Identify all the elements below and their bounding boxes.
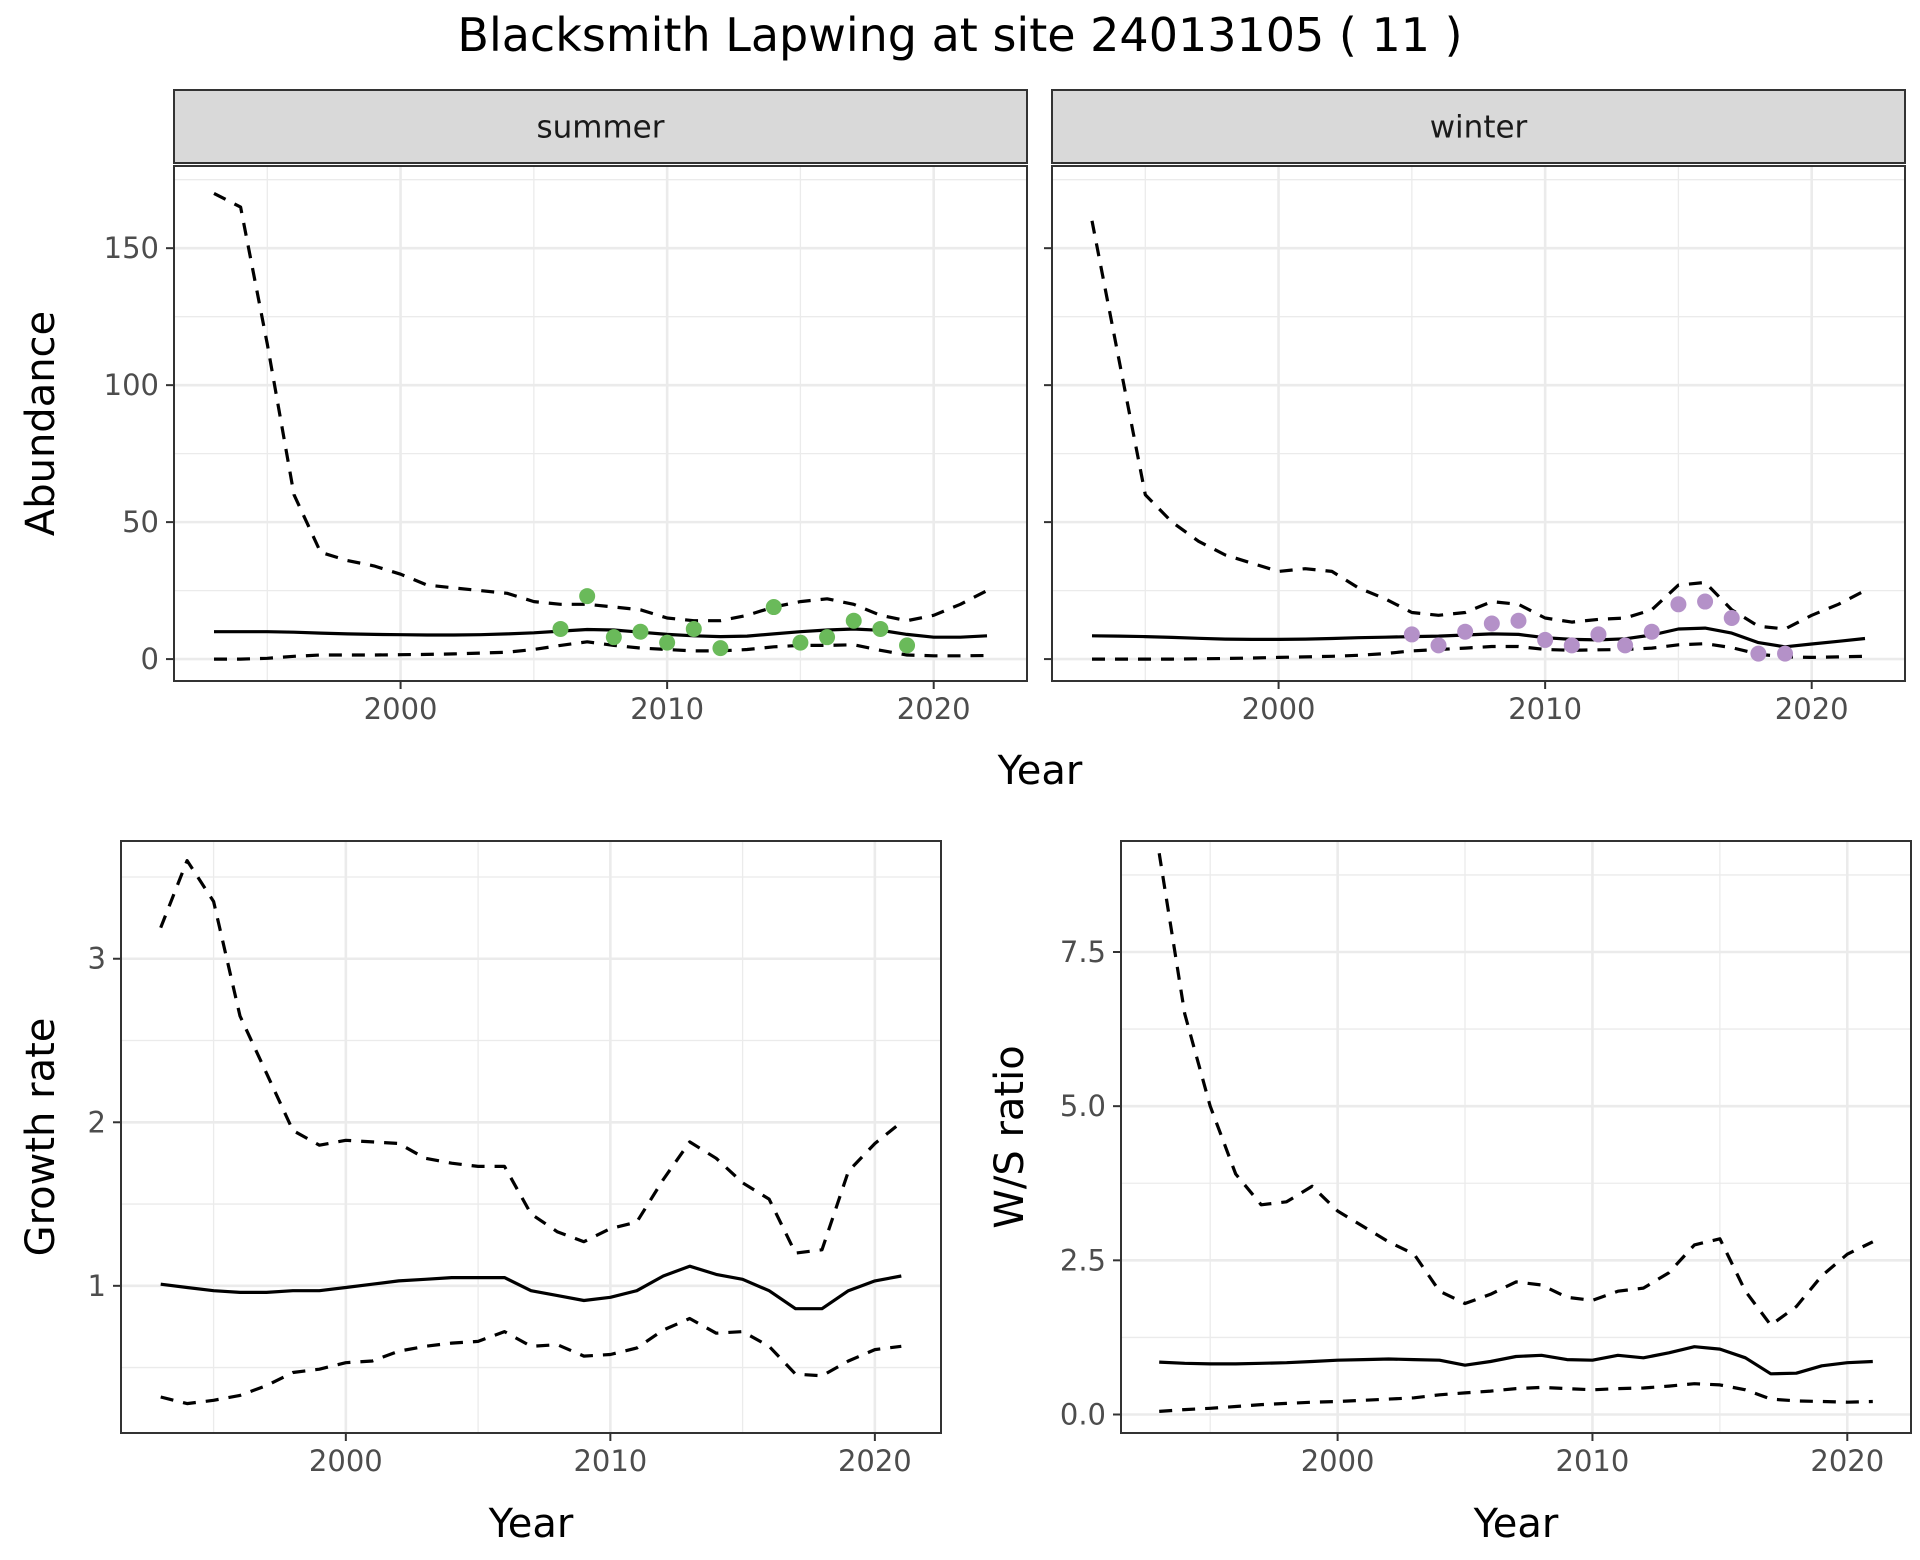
observed-count-point	[845, 612, 862, 629]
upper-ci-line	[213, 191, 988, 623]
winter-panel: winter 2000 2010 2020	[1044, 89, 1906, 726]
x-tick-label: 2010	[630, 692, 704, 726]
x-tick-label: 2000	[364, 692, 438, 726]
observed-count-point	[1697, 593, 1714, 610]
x-tick-label: 2020	[1810, 1444, 1884, 1478]
y-tick-label: 150	[104, 231, 159, 265]
observed-count-point	[1723, 609, 1740, 626]
x-tick-label: 2000	[1301, 1444, 1375, 1478]
y-axis-title: Abundance	[18, 311, 64, 536]
observed-count-point	[1537, 631, 1554, 648]
observed-count-point	[605, 629, 622, 646]
plot-layer	[1090, 220, 1866, 662]
plot-layer	[159, 859, 903, 1406]
y-tick-label: 2.5	[1060, 1243, 1106, 1277]
plot-background	[174, 166, 1027, 681]
figure-title: Blacksmith Lapwing at site 24013105 ( 11…	[457, 8, 1463, 62]
plot-layer	[213, 191, 988, 661]
ws-ratio-panel: 2000 2010 2020 0.0 2.5 5.0 7.5 Year W/S ratio	[987, 840, 1912, 1547]
plot-background	[1121, 841, 1911, 1433]
x-tick-label: 2010	[573, 1444, 647, 1478]
observed-count-point	[1750, 645, 1767, 662]
x-tick-label: 2000	[309, 1444, 383, 1478]
y-tick-label: 7.5	[1060, 935, 1106, 969]
upper-ci-line	[1090, 220, 1866, 631]
observed-count-point	[712, 640, 729, 657]
facet-strip	[1051, 89, 1906, 164]
summer-panel: summer 2000 2010 2020 0 50 100 150 Abundance Year	[18, 89, 1083, 794]
estimate-line	[1159, 1345, 1873, 1376]
y-tick-label: 50	[122, 505, 159, 539]
panel-border	[1120, 840, 1912, 1434]
x-axis-title: Year	[488, 1501, 574, 1547]
x-tick-label: 2010	[1508, 692, 1582, 726]
x-axis-title: Year	[1473, 1501, 1559, 1547]
observed-count-point	[1510, 612, 1527, 629]
observed-count-point	[1457, 623, 1474, 640]
y-tick-label: 5.0	[1060, 1089, 1106, 1123]
plot-layer	[1157, 853, 1874, 1413]
lower-ci-line	[160, 1316, 902, 1406]
upper-ci-line	[1157, 853, 1874, 1327]
lower-ci-line	[1092, 642, 1866, 661]
estimate-line	[214, 627, 988, 639]
y-tick-label: 3	[88, 942, 106, 976]
observed-count-point	[792, 634, 809, 651]
x-tick-label: 2000	[1242, 692, 1316, 726]
lower-ci-line	[1159, 1382, 1873, 1413]
x-tick-label: 2020	[897, 692, 971, 726]
y-tick-label: 100	[104, 368, 159, 402]
y-tick-label: 2	[88, 1105, 106, 1139]
panel-border	[1051, 165, 1906, 682]
y-axis-title: W/S ratio	[987, 1045, 1033, 1228]
facet-strip-label: summer	[536, 110, 664, 146]
observed-count-point	[1670, 596, 1687, 613]
x-tick-label: 2020	[838, 1444, 912, 1478]
x-axis-title: Year	[997, 748, 1083, 794]
observed-count-point	[1483, 615, 1500, 632]
observed-count-point	[872, 620, 889, 637]
y-tick-label: 0.0	[1060, 1398, 1106, 1432]
plot-background	[1052, 166, 1905, 681]
observed-count-point	[1617, 637, 1634, 654]
observed-count-point	[1643, 623, 1660, 640]
estimate-line	[160, 1264, 902, 1311]
observed-count-point	[819, 629, 836, 646]
upper-ci-line	[159, 859, 903, 1255]
x-tick-label: 2010	[1556, 1444, 1630, 1478]
x-tick-label: 2020	[1775, 692, 1849, 726]
observed-count-point	[659, 634, 676, 651]
observed-count-point	[1403, 626, 1420, 643]
facet-strip	[173, 89, 1028, 164]
growth-rate-panel: 2000 2010 2020 1 2 3 Year Growth rate	[18, 840, 942, 1547]
lower-ci-line	[214, 640, 988, 661]
observed-count-point	[685, 620, 702, 637]
estimate-line	[1091, 626, 1866, 649]
y-tick-label: 1	[88, 1269, 106, 1303]
observed-count-point	[765, 599, 782, 616]
facet-strip-label: winter	[1430, 110, 1528, 146]
observed-count-point	[1590, 626, 1607, 643]
observed-count-point	[552, 620, 569, 637]
panel-border	[120, 840, 942, 1434]
observed-count-point	[1430, 637, 1447, 654]
observed-count-point	[899, 637, 916, 654]
observed-count-point	[1777, 645, 1794, 662]
y-axis-title: Growth rate	[18, 1018, 64, 1257]
observed-count-point	[1563, 637, 1580, 654]
observed-count-point	[579, 588, 596, 605]
panel-border	[173, 165, 1028, 682]
plot-background	[121, 841, 941, 1433]
observed-count-point	[632, 623, 649, 640]
y-tick-label: 0	[141, 642, 159, 676]
